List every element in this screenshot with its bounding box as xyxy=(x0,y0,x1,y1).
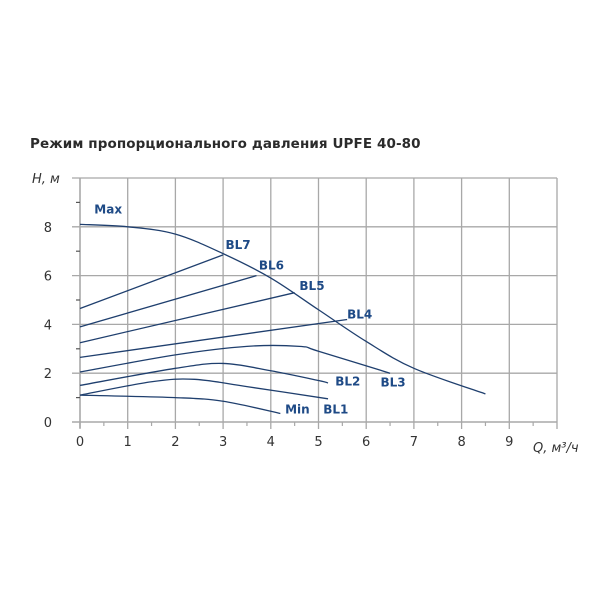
curve-bl7 xyxy=(79,254,224,310)
x-tick-label: 9 xyxy=(505,435,513,450)
series-labels: Max BL7 BL6 BL5 BL4 BL3 BL2 BL1 Min xyxy=(94,202,405,416)
x-axis-label: Q, м³/ч xyxy=(533,441,579,456)
curve-bl3 xyxy=(79,344,391,374)
y-tick-label: 2 xyxy=(44,367,52,382)
x-tick-label: 8 xyxy=(457,435,465,450)
series-label-bl3: BL3 xyxy=(381,376,406,390)
curve-bl4 xyxy=(79,318,348,358)
curve-min xyxy=(79,394,281,415)
y-axis-label: H, м xyxy=(32,172,60,187)
x-tick-label: 3 xyxy=(219,435,227,450)
curve-bl2 xyxy=(79,362,329,387)
curve-bl1 xyxy=(79,378,329,400)
series-label-bl7: BL7 xyxy=(225,238,250,252)
axes: 0 1 2 3 4 5 6 7 8 9 0 2 4 6 8 H, м Q, м³/ч xyxy=(32,172,579,456)
grid-lines xyxy=(72,177,558,422)
series-label-bl2: BL2 xyxy=(335,374,360,388)
x-tick-label: 6 xyxy=(362,435,370,450)
x-tick-label: 1 xyxy=(124,435,132,450)
curve-bl6 xyxy=(79,274,257,328)
curve-max xyxy=(79,223,486,395)
series-label-min: Min xyxy=(285,402,310,416)
series-label-max: Max xyxy=(94,202,122,216)
series-label-bl5: BL5 xyxy=(299,279,324,293)
x-tick-label: 0 xyxy=(76,435,84,450)
x-tick-label: 2 xyxy=(171,435,179,450)
y-tick-label: 6 xyxy=(44,270,52,285)
curve-bl5 xyxy=(79,292,295,344)
series-label-bl4: BL4 xyxy=(347,307,372,321)
chart-title: Режим пропорционального давления UPFE 40… xyxy=(30,136,421,152)
series-label-bl6: BL6 xyxy=(259,259,284,273)
y-tick-label: 8 xyxy=(44,221,52,236)
x-tick-label: 4 xyxy=(267,435,275,450)
x-tick-label: 7 xyxy=(410,435,418,450)
x-tick-label: 5 xyxy=(314,435,322,450)
y-tick-label: 4 xyxy=(44,318,52,333)
series-label-bl1: BL1 xyxy=(323,402,348,416)
y-tick-label: 0 xyxy=(44,416,52,431)
curves xyxy=(79,223,486,415)
